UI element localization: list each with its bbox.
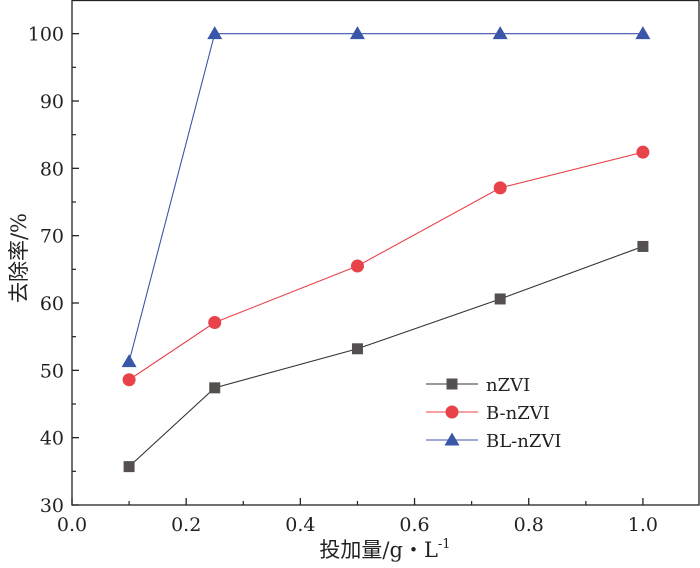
axes: 0.0 0.2 0.4 0.6 0.8 1.0 30 40 50 60 70 80 90 100 [28,0,700,536]
legend-label-bl-nzvi: BL-nZVI [486,431,561,452]
legend-marker-nzvi [446,378,458,390]
data-point-b-nzvi [350,259,364,273]
series-line-bl-nzvi [128,33,643,362]
legend-item-bl-nzvi: BL-nZVI [426,431,561,452]
data-point-b-nzvi [208,316,222,330]
y-tick-label: 30 [40,495,64,517]
data-point-b-nzvi [493,181,507,195]
data-point-nzvi [209,382,221,394]
x-tick-label: 0.6 [399,514,429,536]
legend-item-b-nzvi: B-nZVI [426,403,550,424]
x-axis-label-text: 投加量/g・L [319,538,438,562]
series-nzvi [123,240,649,473]
data-point-nzvi [123,461,135,473]
data-point-bl-nzvi [207,26,223,40]
legend-item-nzvi: nZVI [426,375,530,396]
y-tick-label: 90 [40,91,64,113]
data-point-bl-nzvi [121,354,137,368]
y-tick-label: 60 [40,293,64,315]
y-tick-label: 70 [40,226,64,248]
y-tick-label: 50 [40,360,64,382]
data-point-bl-nzvi [635,26,651,40]
x-axis-label-superscript: -1 [438,537,451,552]
x-tick-label: 0.2 [171,514,201,536]
legend-marker-bl-nzvi [444,432,460,446]
data-point-nzvi [494,293,506,305]
data-point-bl-nzvi [492,26,508,40]
series-bl-nzvi [121,26,651,368]
data-point-b-nzvi [122,373,136,387]
data-point-nzvi [637,240,649,252]
series-layer [121,26,651,473]
data-point-b-nzvi [636,145,650,159]
data-point-bl-nzvi [349,26,365,40]
series-line-b-nzvi [128,151,644,381]
data-point-nzvi [351,343,363,355]
x-tick-label: 0.8 [514,514,544,536]
x-axis-label: 投加量/g・L-1 [319,537,450,562]
y-tick-label: 100 [28,24,64,46]
series-b-nzvi [122,145,650,387]
y-tick-label: 40 [40,428,64,450]
legend-label-b-nzvi: B-nZVI [486,403,550,424]
series-line-nzvi [128,245,644,468]
legend-marker-b-nzvi [445,405,459,419]
x-tick-label: 1.0 [628,514,658,536]
legend: nZVI B-nZVI BL-nZVI [426,375,561,452]
y-axis-label: 去除率/% [7,213,31,303]
y-tick-label: 80 [40,158,64,180]
legend-label-nzvi: nZVI [486,375,530,396]
plot-frame [71,0,700,506]
x-tick-label: 0.0 [57,514,87,536]
x-tick-label: 0.4 [285,514,315,536]
